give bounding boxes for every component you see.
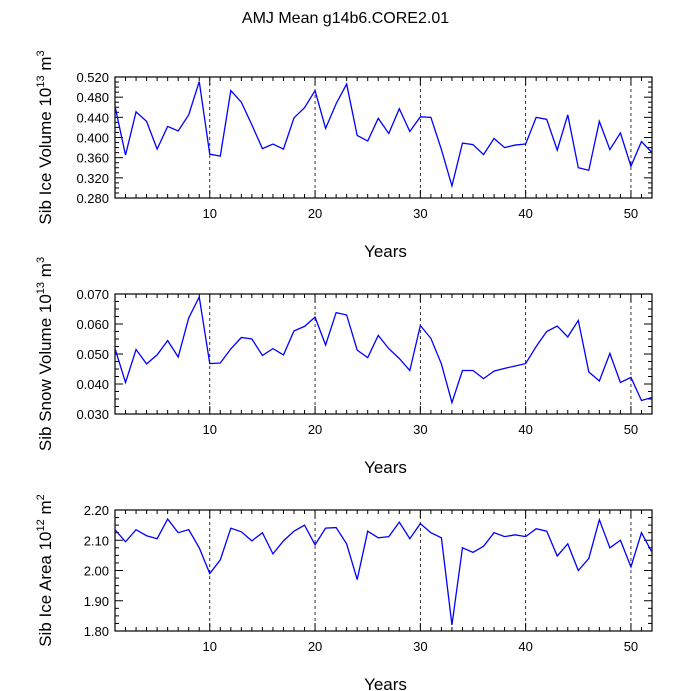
x-tick-label: 30 [413,422,427,437]
chart-panels: 0.280 0.320 0.360 0.400 0.440 0.480 0.520 10 20 3… [35,50,653,691]
chart-panel-1: 0.280 0.320 0.360 0.400 0.440 0.480 0.520 10 20 3… [35,50,653,261]
x-tick-label: 20 [308,639,322,654]
chart-panel-3: 1.80 1.90 2.00 2.10 2.20 10 20 30 40 50 Years Sib I… [35,494,653,691]
y-tick-label: 1.90 [84,594,109,609]
y-tick-label: 0.480 [76,90,109,105]
x-tick-label: 40 [518,206,532,221]
y-tick-label: 0.440 [76,110,109,125]
series-line [115,81,652,189]
x-tick-label: 40 [518,639,532,654]
y-tick-label: 0.320 [76,171,109,186]
chart-title: AMJ Mean g14b6.CORE2.01 [242,10,449,27]
y-tick-label: 0.050 [76,347,109,362]
x-tick-label: 10 [203,422,217,437]
chart-panel-2: 0.030 0.040 0.050 0.060 0.070 10 20 30 40 50 Years… [35,257,653,477]
x-axis-title: Years [364,242,407,261]
x-axis-title: Years [364,675,407,691]
x-tick-label: 20 [308,422,322,437]
x-tick-label: 40 [518,422,532,437]
y-tick-label: 2.20 [84,503,109,518]
y-tick-label: 2.10 [84,533,109,548]
x-tick-label: 10 [203,206,217,221]
y-axis-title: Sib Snow Volume 1013 m3 [35,257,55,451]
y-tick-label: 1.80 [84,624,109,639]
y-tick-label: 2.00 [84,564,109,579]
x-tick-label: 50 [624,206,638,221]
plot-frame [114,509,653,632]
y-axis-title: Sib Ice Volume 1013 m3 [35,50,55,224]
x-tick-label: 20 [308,206,322,221]
x-tick-label: 50 [624,639,638,654]
y-tick-label: 0.400 [76,131,109,146]
plot-frame [114,76,653,199]
x-tick-label: 30 [413,206,427,221]
y-tick-label: 0.070 [76,287,109,302]
plot-frame [114,293,653,415]
y-tick-label: 0.030 [76,407,109,422]
y-tick-label: 0.520 [76,70,109,85]
y-tick-label: 0.040 [76,377,109,392]
series-line [115,294,652,405]
x-axis-title: Years [364,458,407,477]
y-tick-label: 0.280 [76,191,109,206]
y-tick-label: 0.360 [76,151,109,166]
x-tick-label: 30 [413,639,427,654]
x-tick-label: 10 [203,639,217,654]
x-tick-label: 50 [624,422,638,437]
series-line [115,517,652,626]
y-tick-label: 0.060 [76,317,109,332]
y-axis-title: Sib Ice Area 1012 m2 [35,494,55,647]
